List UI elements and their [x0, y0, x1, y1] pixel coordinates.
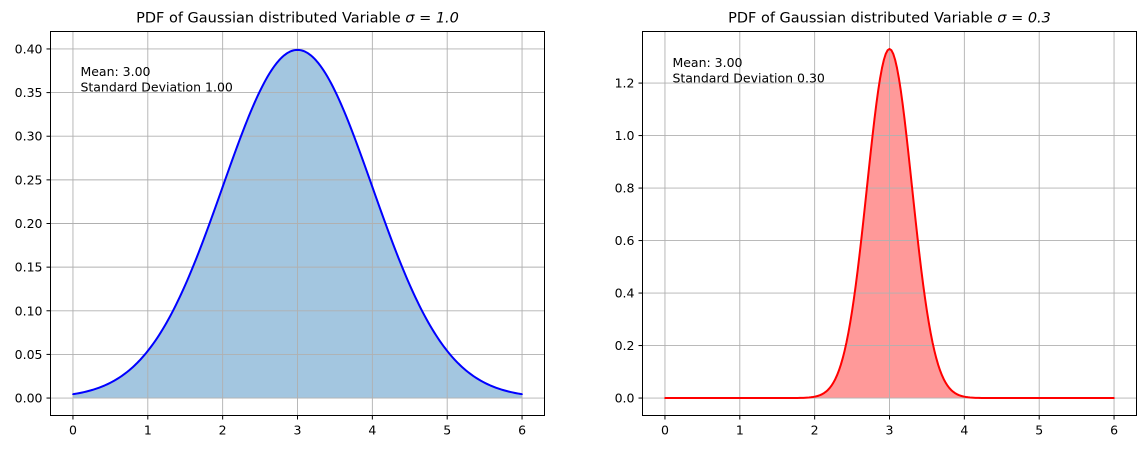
data-point [1113, 397, 1115, 399]
data-point [109, 381, 112, 384]
x-tick-label: 4 [368, 423, 376, 438]
x-tick-label: 2 [811, 423, 819, 438]
data-point [221, 186, 224, 188]
data-point [933, 350, 936, 352]
y-tick-label: 0.4 [615, 286, 635, 301]
data-point [828, 387, 831, 389]
std-annotation: Standard Deviation 1.00 [80, 80, 232, 95]
data-point [277, 59, 280, 62]
x-tick-label: 3 [294, 423, 302, 438]
x-tick-label: 3 [886, 423, 894, 438]
y-tick-label: 0.20 [15, 216, 43, 231]
data-point [502, 389, 505, 391]
data-point [128, 369, 130, 372]
x-tick-label: 0 [69, 423, 77, 438]
chart-title-text: PDF of Gaussian distributed Variable [136, 11, 405, 27]
data-point [315, 59, 318, 62]
data-point [918, 253, 921, 256]
data-point [446, 350, 449, 352]
data-point [798, 397, 801, 399]
y-tick-label: 0.30 [15, 129, 43, 144]
data-point [873, 117, 876, 120]
x-tick-label: 1 [144, 423, 152, 438]
data-point [371, 186, 374, 188]
x-tick-label: 2 [219, 423, 227, 438]
y-tick-label: 0.6 [615, 233, 635, 248]
chart-title-sigma: σ = 1.0 [405, 11, 459, 27]
x-tick-label: 0 [661, 423, 669, 438]
chart-title-text: PDF of Gaussian distributed Variable [728, 11, 997, 27]
chart-title: PDF of Gaussian distributed Variable σ =… [728, 11, 1051, 27]
y-tick-label: 0.40 [15, 41, 43, 56]
data-point [739, 397, 741, 399]
chart-title: PDF of Gaussian distributed Variable σ =… [136, 11, 459, 27]
data-point [664, 397, 666, 399]
data-point [427, 321, 430, 324]
data-point [888, 48, 891, 50]
std-annotation: Standard Deviation 0.30 [672, 71, 824, 86]
data-point [866, 185, 868, 188]
y-tick-label: 1.2 [615, 76, 635, 91]
data-point [776, 397, 779, 399]
x-tick-label: 5 [443, 423, 451, 438]
mean-annotation: Mean: 3.00 [672, 55, 742, 70]
data-point [240, 134, 243, 137]
y-tick-label: 0.0 [615, 391, 635, 406]
y-tick-label: 0.2 [615, 338, 635, 353]
y-tick-label: 0.10 [15, 303, 43, 318]
data-point [296, 49, 299, 51]
y-tick-label: 0.25 [15, 172, 43, 187]
data-point [903, 117, 906, 120]
data-point [896, 67, 898, 69]
data-point [259, 89, 261, 92]
data-point [813, 395, 816, 398]
data-point [963, 395, 966, 398]
y-tick-label: 0.8 [615, 181, 635, 196]
data-point [881, 67, 883, 69]
data-point [843, 350, 846, 352]
x-tick-label: 4 [960, 423, 968, 438]
data-point [203, 237, 205, 240]
y-tick-label: 0.35 [15, 85, 43, 100]
data-point [851, 310, 853, 312]
y-tick-label: 0.05 [15, 347, 43, 362]
y-tick-label: 1.0 [615, 128, 635, 143]
data-point [90, 389, 93, 391]
data-point [1038, 397, 1040, 399]
data-point [72, 393, 74, 396]
data-point [184, 284, 187, 286]
data-point [352, 134, 355, 137]
data-point [978, 397, 981, 399]
data-point [483, 381, 486, 384]
data-point [147, 350, 149, 352]
panel-sigma-1: 0 1 2 3 4 5 6 0.00 0.05 0.10 0.15 0.20 0.25 0.30 0.35 0… [15, 11, 545, 438]
data-point [521, 393, 523, 396]
mean-annotation: Mean: 3.00 [80, 64, 150, 79]
data-point [390, 237, 392, 240]
x-tick-label: 1 [736, 423, 744, 438]
data-point [165, 321, 168, 324]
data-point [465, 369, 467, 372]
data-point [948, 387, 951, 389]
data-point [408, 284, 411, 286]
panel-sigma-0-3: 0 1 2 3 4 5 6 0.0 0.2 0.4 0.6 0.8 1.0 1.2 PDF of Gauss… [615, 11, 1137, 438]
data-point [1000, 397, 1003, 399]
y-tick-label: 0.15 [15, 260, 43, 275]
data-point [911, 185, 913, 188]
data-point [926, 310, 928, 312]
x-tick-label: 6 [1110, 423, 1118, 438]
x-tick-label: 5 [1035, 423, 1043, 438]
x-tick-label: 6 [518, 423, 526, 438]
chart-title-sigma: σ = 0.3 [997, 11, 1051, 27]
data-point [858, 253, 861, 256]
data-point [334, 89, 336, 92]
y-tick-label: 0.00 [15, 391, 43, 406]
